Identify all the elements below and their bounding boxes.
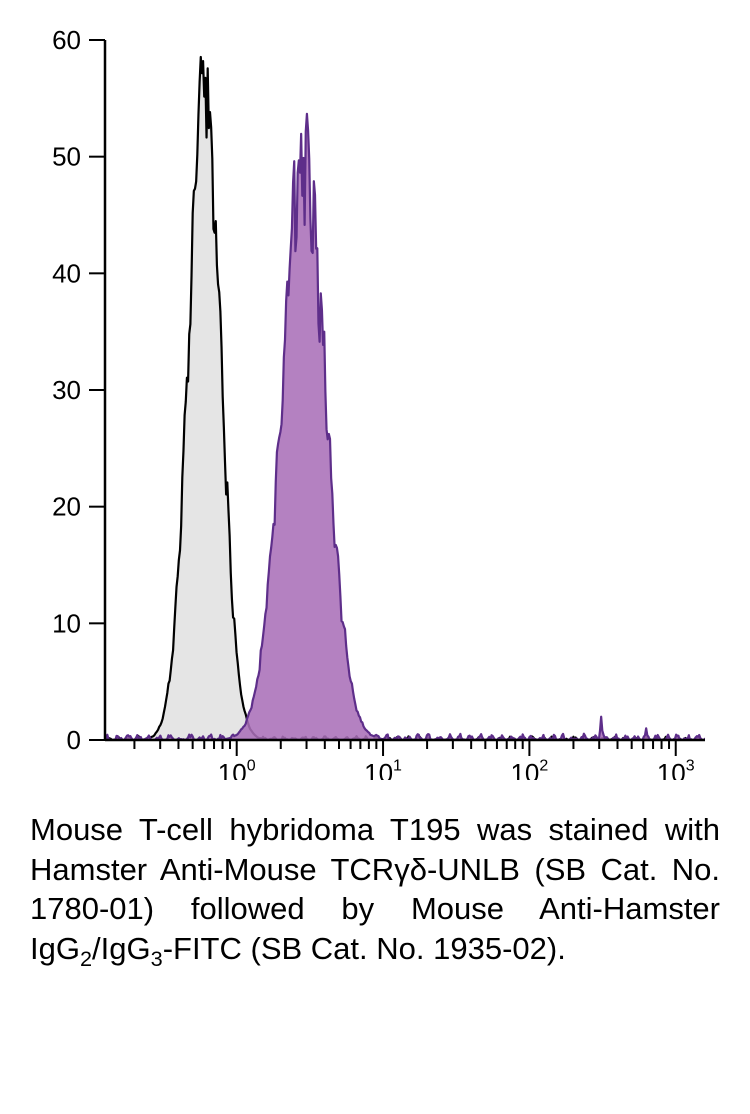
x-tick-label: 102 [510,757,548,780]
y-tick-label: 10 [52,608,81,638]
y-tick-label: 30 [52,375,81,405]
y-tick-label: 0 [67,725,81,755]
chart-svg: 0 10 20 30 40 50 60 100 101 102 103 [30,20,720,780]
axes: 0 10 20 30 40 50 60 100 101 102 103 [52,25,705,780]
y-tick-label: 20 [52,492,81,522]
x-tick-label: 103 [657,757,695,780]
y-tick-label: 40 [52,258,81,288]
x-tick-label: 100 [218,757,256,780]
y-tick-label: 60 [52,25,81,55]
y-tick-label: 50 [52,142,81,172]
flow-histogram-chart: 0 10 20 30 40 50 60 100 101 102 103 [30,20,720,780]
figure-caption: Mouse T-cell hybridoma T195 was stained … [30,810,720,973]
series-control [105,57,705,740]
x-tick-label: 101 [364,757,402,780]
